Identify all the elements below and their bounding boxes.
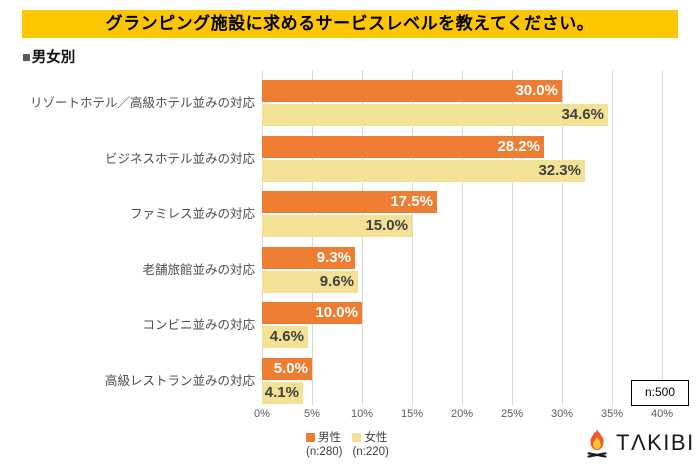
gridline: [662, 70, 663, 405]
bar-female: 9.6%: [262, 270, 358, 293]
gridline: [612, 70, 613, 405]
x-axis-tick-label: 35%: [600, 408, 624, 420]
bar-male: 9.3%: [262, 246, 355, 269]
bar-male: 30.0%: [262, 80, 562, 102]
legend-series-name: 女性: [364, 432, 388, 444]
bar-male: 10.0%: [262, 302, 362, 324]
bar-value-label: 30.0%: [515, 82, 558, 99]
takibi-logo: TΛKIBI: [582, 426, 695, 459]
bar-value-label: 32.3%: [538, 161, 581, 179]
sample-size-box: n:500: [631, 380, 689, 406]
x-axis-tick-label: 10%: [350, 408, 374, 420]
gridline: [362, 70, 363, 405]
bar-male: 28.2%: [262, 135, 544, 158]
category-label: ビジネスホテル並みの対応: [104, 151, 255, 166]
legend-sample-size: (n:280): [306, 446, 343, 458]
bar-male: 17.5%: [262, 191, 437, 213]
legend-sample-size: (n:220): [352, 446, 389, 458]
chart-title: グランピング施設に求めるサービスレベルを教えてください。: [22, 10, 678, 38]
bar-value-label: 34.6%: [561, 106, 604, 123]
x-axis-tick-label: 30%: [550, 408, 574, 420]
bar-female: 4.1%: [262, 381, 303, 404]
legend-item-female: 女性 (n:220): [352, 431, 389, 459]
category-label: ファミレス並みの対応: [129, 207, 255, 221]
bar-value-label: 9.6%: [319, 272, 354, 290]
bar-value-label: 9.3%: [316, 248, 351, 266]
bar-female: 15.0%: [262, 215, 412, 237]
legend: 男性 (n:280) 女性 (n:220): [306, 431, 389, 459]
bar-male: 5.0%: [262, 357, 312, 380]
x-axis-tick-label: 40%: [650, 408, 674, 420]
bar-value-label: 4.1%: [264, 383, 299, 401]
gridline: [312, 70, 313, 405]
x-axis-tick-label: 25%: [500, 408, 524, 420]
section-label: ■男女別: [22, 46, 75, 67]
legend-item-male: 男性 (n:280): [306, 431, 342, 459]
bar-value-label: 10.0%: [315, 304, 358, 321]
logo-text: TΛKIBI: [616, 429, 695, 455]
section-marker: ■: [22, 50, 31, 66]
flame-icon: [582, 426, 612, 459]
section-label-text: 男女別: [31, 50, 76, 66]
x-axis-tick-label: 0%: [254, 408, 270, 420]
bar-value-label: 28.2%: [497, 137, 540, 155]
x-axis-tick-label: 5%: [304, 408, 320, 420]
bar-value-label: 17.5%: [390, 193, 433, 210]
x-axis-tick-label: 20%: [450, 408, 474, 420]
bar-chart-plot-area: リゾートホテル／高級ホテル並みの対応 30.0% 34.6% ビジネスホテル並みの対応…: [0, 70, 700, 405]
bar-value-label: 4.6%: [269, 328, 304, 345]
bar-female: 4.6%: [262, 326, 308, 348]
bar-value-label: 5.0%: [273, 359, 308, 377]
bar-female: 34.6%: [262, 104, 608, 126]
legend-series-name: 男性: [318, 432, 341, 444]
gridline: [512, 70, 513, 405]
legend-swatch-icon: [306, 433, 315, 442]
category-label: コンビニ並みの対応: [142, 318, 255, 332]
gridline: [562, 70, 563, 405]
legend-swatch-icon: [352, 433, 362, 442]
gridline: [262, 70, 263, 405]
category-label: リゾートホテル／高級ホテル並みの対応: [29, 96, 255, 110]
category-label: 高級レストラン並みの対応: [104, 373, 255, 388]
category-label: 老舗旅館並みの対応: [142, 262, 255, 277]
bar-value-label: 15.0%: [365, 217, 408, 234]
gridline: [462, 70, 463, 405]
x-axis-tick-label: 15%: [400, 408, 424, 420]
gridline: [412, 70, 413, 405]
bar-female: 32.3%: [262, 159, 585, 182]
